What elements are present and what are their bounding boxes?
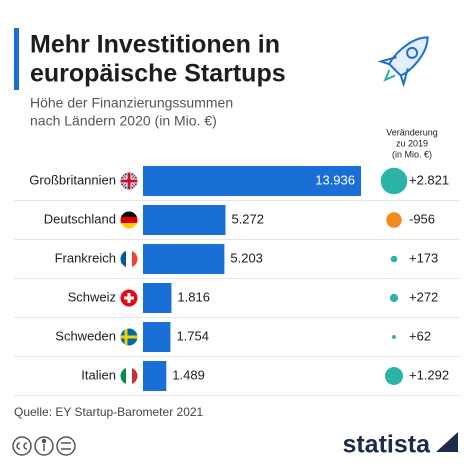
change-label: +62 [409,328,431,343]
brand-mark [436,432,458,452]
value-label: 5.272 [231,211,264,226]
change-label: +2.821 [409,172,449,187]
source: Quelle: EY Startup-Barometer 2021 [14,405,204,419]
change-label: +272 [409,289,438,304]
rocket-icon [377,36,429,88]
change-header: (in Mio. €) [392,149,432,159]
chart-subtitle: nach Ländern 2020 (in Mio. €) [30,113,217,129]
flag-fr [120,250,138,268]
category-label: Schweiz [68,289,116,304]
license-icons [12,436,76,456]
bar [143,205,226,235]
change-bubble [386,212,402,228]
flag-de [120,211,138,229]
category-label: Deutschland [44,211,116,226]
chart-title: europäische Startups [30,60,286,88]
chart-subtitle: Höhe der Finanzierungssummen [30,95,233,111]
value-label: 1.754 [176,328,209,343]
change-bubble [380,167,408,195]
change-label: +1.292 [409,367,449,382]
category-label: Schweden [55,328,116,343]
bar [143,244,225,274]
value-label: 1.489 [172,367,205,382]
bar [143,361,167,391]
bar [143,166,361,196]
value-label: 13.936 [315,172,355,187]
flag-ch [120,289,138,307]
brand-logo: statista [342,431,431,459]
category-label: Frankreich [55,250,116,265]
category-label: Großbritannien [29,172,116,187]
change-bubble [392,335,396,339]
bar [143,283,172,313]
change-header: zu 2019 [396,138,428,148]
bar [143,322,171,352]
flag-it [120,367,138,385]
flag-se [120,328,138,346]
change-label: +173 [409,250,438,265]
chart-title: Mehr Investitionen in [30,31,280,59]
change-bubble [389,293,399,303]
category-label: Italien [81,367,116,382]
change-bubble [385,367,403,385]
change-bubble [390,255,398,263]
value-label: 1.816 [177,289,210,304]
value-label: 5.203 [230,250,263,265]
title-accent [14,28,19,90]
flag-uk [120,172,138,190]
change-header: Veränderung [386,127,438,137]
change-label: -956 [409,211,435,226]
